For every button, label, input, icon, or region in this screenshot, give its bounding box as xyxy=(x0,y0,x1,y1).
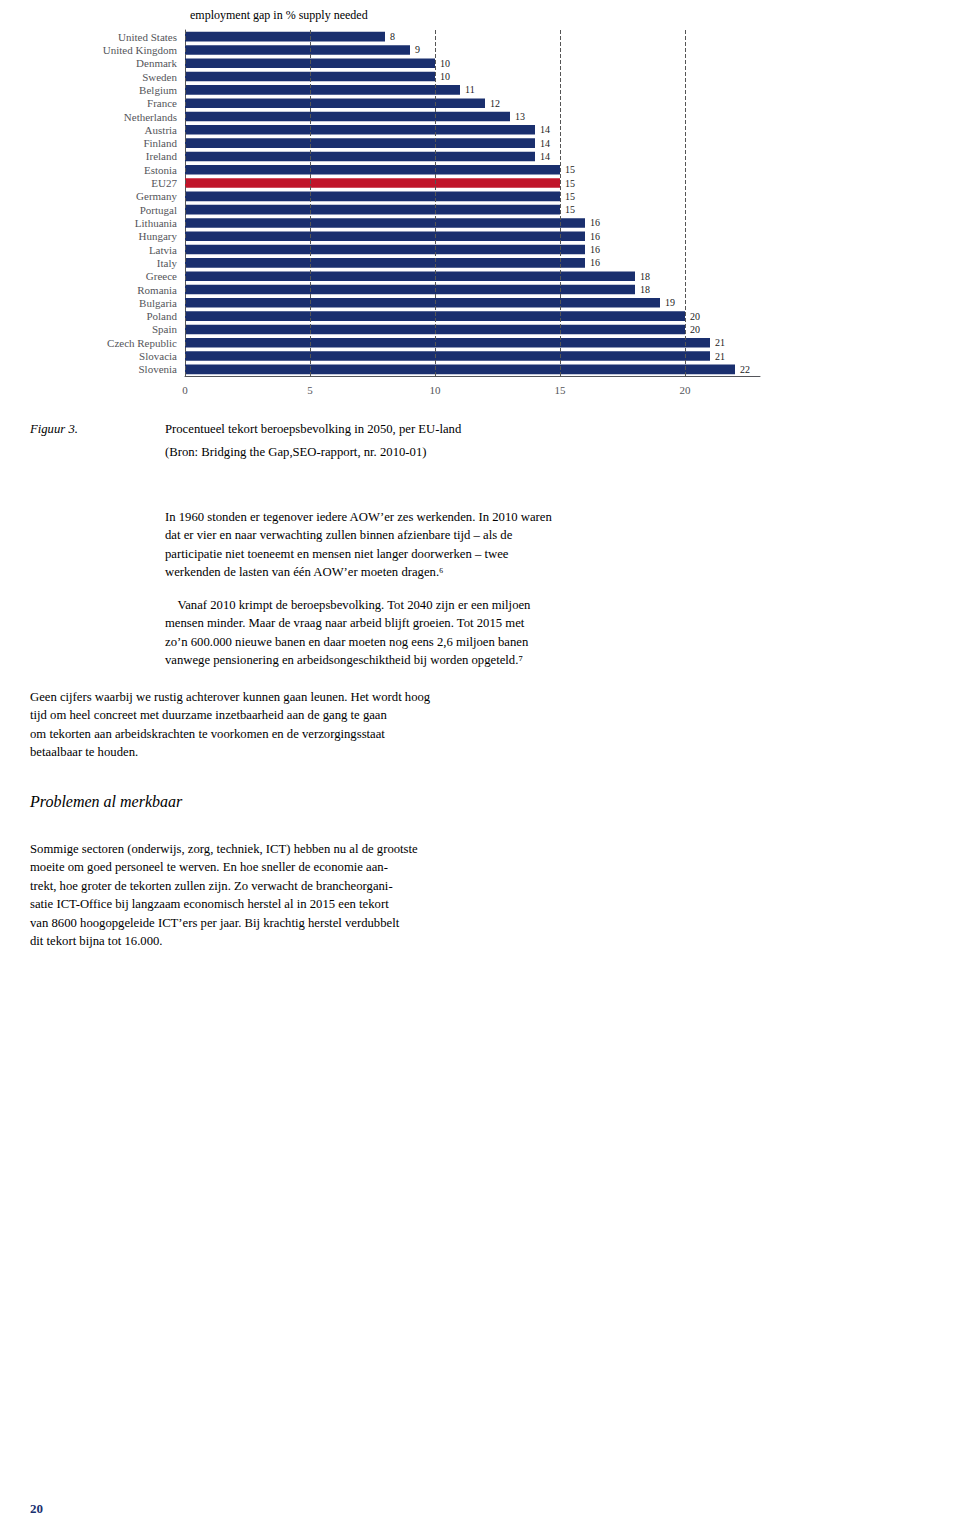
svg-text:Denmark: Denmark xyxy=(136,57,177,69)
svg-text:Ireland: Ireland xyxy=(146,150,178,162)
html-text:Geen cijfers waarbij we rustig: Geen cijfers waarbij we rustig achterove… xyxy=(30,690,431,760)
svg-text:Estonia: Estonia xyxy=(144,164,177,176)
svg-text:Austria: Austria xyxy=(145,124,178,136)
svg-text:United States: United States xyxy=(118,31,177,43)
svg-text:Bulgaria: Bulgaria xyxy=(139,297,177,309)
html-text:In 1960 stonden er tegenover i: In 1960 stonden er tegenover iedere AOW’… xyxy=(165,510,552,580)
svg-text:15: 15 xyxy=(555,384,567,396)
svg-text:20: 20 xyxy=(690,324,700,335)
svg-text:20: 20 xyxy=(680,384,692,396)
html-text:Problemen al merkbaar: Problemen al merkbaar xyxy=(30,793,183,810)
svg-text:16: 16 xyxy=(590,217,600,228)
svg-text:employment gap in % supply nee: employment gap in % supply needed xyxy=(190,8,368,22)
svg-text:Spain: Spain xyxy=(152,323,178,335)
svg-text:Lithuania: Lithuania xyxy=(135,217,177,229)
svg-text:10: 10 xyxy=(440,71,450,82)
html-text:Sommige sectoren (onderwijs, z: Sommige sectoren (onderwijs, zorg, techn… xyxy=(30,842,418,948)
svg-text:14: 14 xyxy=(540,124,550,135)
svg-text:United Kingdom: United Kingdom xyxy=(103,44,178,56)
svg-text:Germany: Germany xyxy=(136,190,177,202)
svg-text:Greece: Greece xyxy=(146,270,177,282)
svg-text:Sweden: Sweden xyxy=(142,71,177,83)
html-text:Figuur 3.: Figuur 3. xyxy=(30,422,78,436)
svg-text:EU27: EU27 xyxy=(151,177,177,189)
svg-text:21: 21 xyxy=(715,337,725,348)
svg-text:19: 19 xyxy=(665,297,675,308)
svg-text:21: 21 xyxy=(715,351,725,362)
svg-text:14: 14 xyxy=(540,151,550,162)
svg-text:20: 20 xyxy=(690,311,700,322)
svg-text:8: 8 xyxy=(390,31,395,42)
svg-text:14: 14 xyxy=(540,138,550,149)
svg-text:18: 18 xyxy=(640,271,650,282)
svg-text:0: 0 xyxy=(182,384,188,396)
svg-text:15: 15 xyxy=(565,191,575,202)
svg-text:12: 12 xyxy=(490,98,500,109)
svg-text:France: France xyxy=(147,97,177,109)
svg-text:Portugal: Portugal xyxy=(140,204,177,216)
svg-text:9: 9 xyxy=(415,44,420,55)
html-text:Vanaf 2010 krimpt de beroepsbe: Vanaf 2010 krimpt de beroepsbevolking. T… xyxy=(165,598,531,668)
svg-text:Latvia: Latvia xyxy=(149,244,177,256)
svg-text:13: 13 xyxy=(515,111,525,122)
svg-text:Czech Republic: Czech Republic xyxy=(107,337,177,349)
svg-text:22: 22 xyxy=(740,364,750,375)
svg-text:15: 15 xyxy=(565,164,575,175)
svg-text:Romania: Romania xyxy=(137,284,177,296)
svg-text:Hungary: Hungary xyxy=(139,230,178,242)
svg-text:10: 10 xyxy=(430,384,442,396)
svg-text:16: 16 xyxy=(590,244,600,255)
svg-text:15: 15 xyxy=(565,178,575,189)
svg-text:11: 11 xyxy=(465,84,475,95)
svg-text:Belgium: Belgium xyxy=(139,84,177,96)
svg-text:Poland: Poland xyxy=(146,310,177,322)
html-text:(Bron: Bridging the Gap,SEO-ra: (Bron: Bridging the Gap,SEO-rapport, nr.… xyxy=(165,445,427,459)
svg-text:15: 15 xyxy=(565,204,575,215)
svg-text:Finland: Finland xyxy=(143,137,177,149)
svg-text:16: 16 xyxy=(590,257,600,268)
svg-text:Italy: Italy xyxy=(157,257,178,269)
html-text:20: 20 xyxy=(30,1501,43,1516)
html-text:Procentueel tekort beroepsbevo: Procentueel tekort beroepsbevolking in 2… xyxy=(165,422,462,436)
svg-text:Slovacia: Slovacia xyxy=(139,350,177,362)
svg-text:5: 5 xyxy=(307,384,313,396)
svg-text:18: 18 xyxy=(640,284,650,295)
svg-text:Netherlands: Netherlands xyxy=(124,111,177,123)
svg-text:Slovenia: Slovenia xyxy=(139,363,178,375)
svg-text:10: 10 xyxy=(440,58,450,69)
svg-text:16: 16 xyxy=(590,231,600,242)
